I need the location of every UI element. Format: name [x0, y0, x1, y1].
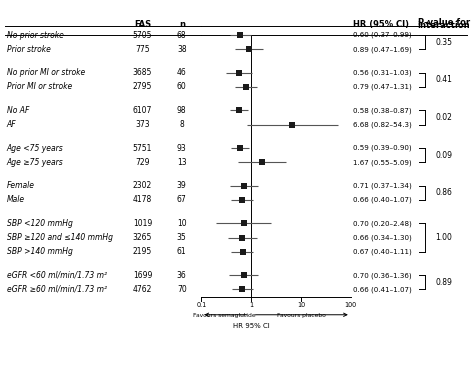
Text: 0.89 (0.47–1.69): 0.89 (0.47–1.69) [353, 46, 412, 52]
Text: 2195: 2195 [133, 247, 152, 256]
Text: 100: 100 [345, 302, 357, 308]
Text: SBP >140 mmHg: SBP >140 mmHg [7, 247, 73, 256]
Text: eGFR <60 ml/min/1.73 m²: eGFR <60 ml/min/1.73 m² [7, 271, 107, 280]
Text: 729: 729 [135, 158, 150, 167]
Text: 0.1: 0.1 [196, 302, 207, 308]
Text: 0.02: 0.02 [435, 113, 452, 122]
Text: 775: 775 [135, 45, 150, 54]
Text: 2795: 2795 [133, 82, 152, 92]
Text: 46: 46 [177, 68, 187, 77]
Text: SBP <120 mmHg: SBP <120 mmHg [7, 219, 73, 228]
Text: 3265: 3265 [133, 233, 152, 242]
Text: 38: 38 [177, 45, 187, 54]
Text: 13: 13 [177, 158, 187, 167]
Text: 93: 93 [177, 144, 187, 152]
Text: 1.67 (0.55–5.09): 1.67 (0.55–5.09) [353, 159, 412, 166]
Text: 3685: 3685 [133, 68, 152, 77]
Text: Female: Female [7, 181, 35, 190]
Text: FAS: FAS [134, 20, 151, 29]
Text: 5705: 5705 [133, 31, 152, 39]
Text: 6107: 6107 [133, 106, 152, 115]
Text: 0.66 (0.40–1.07): 0.66 (0.40–1.07) [353, 197, 412, 203]
Text: 70: 70 [177, 285, 187, 294]
Text: 0.60 (0.37–0.99): 0.60 (0.37–0.99) [353, 32, 412, 38]
Text: 10: 10 [177, 219, 187, 228]
Text: 61: 61 [177, 247, 187, 256]
Text: 0.35: 0.35 [435, 38, 452, 46]
Text: 0.09: 0.09 [435, 151, 452, 160]
Text: 0.71 (0.37–1.34): 0.71 (0.37–1.34) [353, 182, 412, 189]
Text: 0.86: 0.86 [435, 188, 452, 197]
Text: Favours placebo: Favours placebo [276, 313, 326, 318]
Text: Prior MI or stroke: Prior MI or stroke [7, 82, 72, 92]
Text: eGFR ≥60 ml/min/1.73 m²: eGFR ≥60 ml/min/1.73 m² [7, 285, 107, 294]
Text: 6.68 (0.82–54.3): 6.68 (0.82–54.3) [353, 121, 412, 128]
Text: AF: AF [7, 120, 16, 129]
Text: n: n [179, 20, 185, 29]
Text: 0.67 (0.40–1.11): 0.67 (0.40–1.11) [353, 249, 412, 255]
Text: SBP ≥120 and ≤140 mmHg: SBP ≥120 and ≤140 mmHg [7, 233, 113, 242]
Text: 373: 373 [135, 120, 150, 129]
Text: 4762: 4762 [133, 285, 152, 294]
Text: 0.56 (0.31–1.03): 0.56 (0.31–1.03) [353, 69, 412, 76]
Text: 4178: 4178 [133, 196, 152, 204]
Text: No prior stroke: No prior stroke [7, 31, 64, 39]
Text: HR (95% CI): HR (95% CI) [353, 20, 409, 29]
Text: 0.58 (0.38–0.87): 0.58 (0.38–0.87) [353, 107, 412, 114]
Text: 1: 1 [249, 302, 253, 308]
Text: 60: 60 [177, 82, 187, 92]
Text: 0.70 (0.36–1.36): 0.70 (0.36–1.36) [353, 272, 412, 279]
Text: 10: 10 [297, 302, 305, 308]
Text: 8: 8 [179, 120, 184, 129]
Text: 5751: 5751 [133, 144, 152, 152]
Text: 68: 68 [177, 31, 187, 39]
Text: 2302: 2302 [133, 181, 152, 190]
Text: P-value for: P-value for [418, 18, 470, 27]
Text: 1019: 1019 [133, 219, 152, 228]
Text: HR 95% CI: HR 95% CI [233, 323, 270, 328]
Text: 0.89: 0.89 [435, 278, 452, 287]
Text: 39: 39 [177, 181, 187, 190]
Text: Age ≥75 years: Age ≥75 years [7, 158, 64, 167]
Text: 67: 67 [177, 196, 187, 204]
Text: No prior MI or stroke: No prior MI or stroke [7, 68, 85, 77]
Text: Male: Male [7, 196, 25, 204]
Text: 0.66 (0.41–1.07): 0.66 (0.41–1.07) [353, 286, 412, 293]
Text: Prior stroke: Prior stroke [7, 45, 51, 54]
Text: 0.70 (0.20–2.48): 0.70 (0.20–2.48) [353, 220, 412, 227]
Text: 0.41: 0.41 [435, 75, 452, 85]
Text: interaction: interaction [417, 21, 470, 30]
Text: 1699: 1699 [133, 271, 152, 280]
Text: No AF: No AF [7, 106, 29, 115]
Text: Favours semaglutide: Favours semaglutide [192, 313, 255, 318]
Text: Age <75 years: Age <75 years [7, 144, 64, 152]
Text: 36: 36 [177, 271, 187, 280]
Text: 35: 35 [177, 233, 187, 242]
Text: 98: 98 [177, 106, 187, 115]
Text: 0.79 (0.47–1.31): 0.79 (0.47–1.31) [353, 84, 412, 90]
Text: 0.59 (0.39–0.90): 0.59 (0.39–0.90) [353, 145, 412, 151]
Text: 1.00: 1.00 [435, 233, 452, 242]
Text: 0.66 (0.34–1.30): 0.66 (0.34–1.30) [353, 234, 412, 241]
